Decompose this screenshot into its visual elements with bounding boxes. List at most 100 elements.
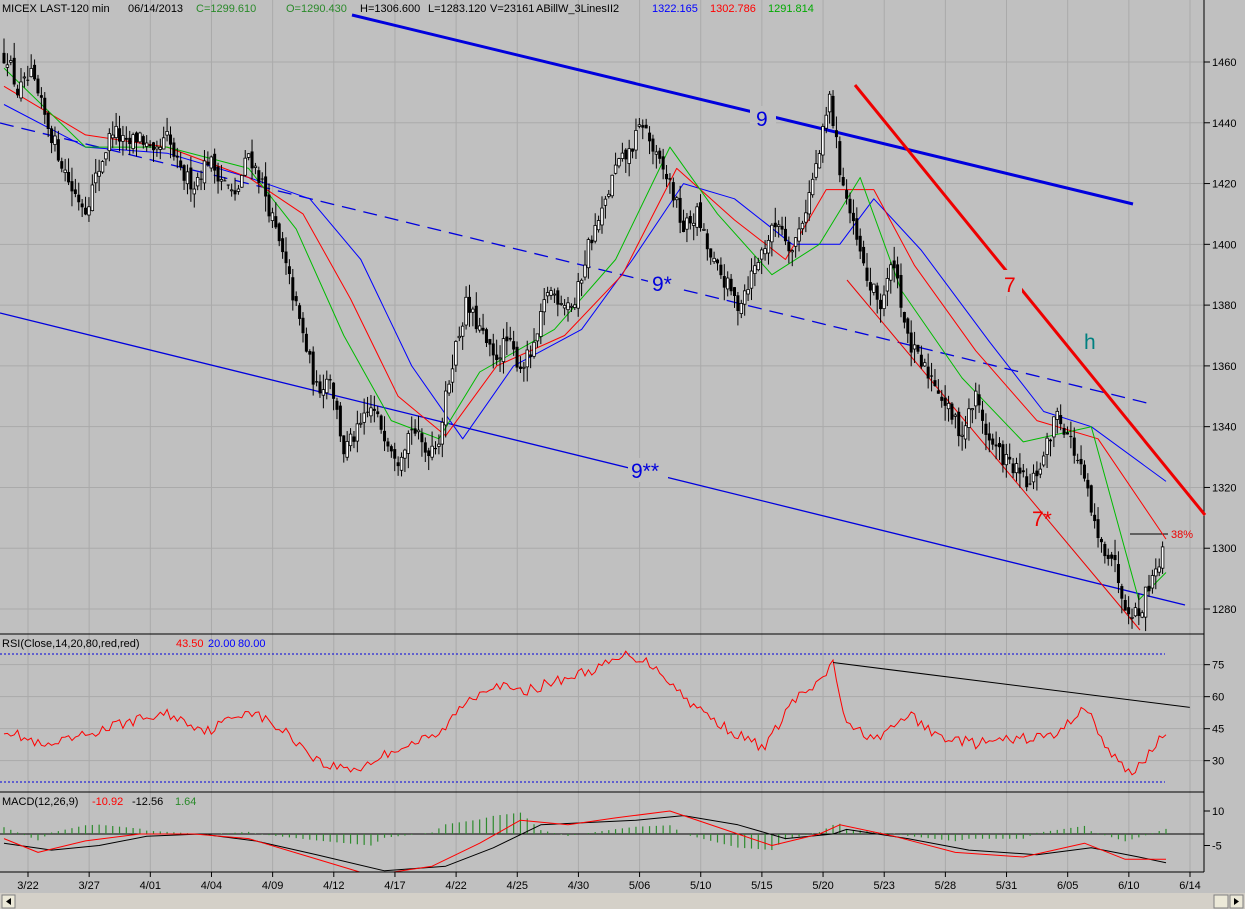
candle-body-down — [1065, 432, 1069, 435]
candle — [413, 419, 417, 437]
candle — [658, 147, 662, 164]
candle — [1127, 596, 1131, 625]
candle-body-down — [301, 317, 305, 334]
candle-body-up — [464, 296, 468, 326]
candle-body-up — [345, 441, 349, 458]
candle — [352, 431, 356, 449]
candle — [1086, 473, 1090, 497]
candle — [467, 284, 471, 327]
annotation-9: 9 — [756, 108, 768, 131]
nine-2star-label-bg — [628, 458, 668, 482]
candle — [559, 295, 563, 306]
candle — [824, 106, 828, 134]
candle — [16, 84, 20, 98]
candle-body-down — [420, 433, 424, 443]
candle-body-up — [29, 68, 33, 78]
candle-body-down — [60, 161, 64, 169]
candle — [967, 398, 971, 441]
candle-body-down — [512, 341, 516, 350]
candle — [281, 231, 285, 259]
candle-body-up — [87, 206, 91, 216]
candle-body-down — [984, 423, 988, 435]
nine-label-bg — [750, 106, 776, 130]
candle — [862, 240, 866, 266]
candle — [97, 159, 101, 192]
candle-body-down — [467, 296, 471, 313]
candle-body-up — [600, 207, 604, 226]
scroll-thumb[interactable] — [1213, 894, 1229, 909]
candle — [902, 311, 906, 329]
candle — [372, 395, 376, 423]
scrollbar-track[interactable] — [0, 893, 1245, 909]
candle — [1025, 468, 1029, 492]
candle — [420, 428, 424, 457]
candle — [753, 256, 757, 287]
candle-body-up — [454, 341, 458, 366]
candle — [810, 172, 815, 198]
candle — [389, 444, 393, 458]
candle-body-up — [749, 270, 754, 289]
candle — [851, 199, 855, 235]
candle-body-down — [287, 266, 291, 275]
candle-body-down — [250, 151, 254, 169]
candle-body-down — [1001, 444, 1005, 465]
candle-body-down — [434, 447, 438, 450]
candle — [80, 198, 84, 218]
candle-body-down — [943, 397, 947, 406]
candle — [943, 385, 947, 421]
candle-body-down — [304, 333, 308, 352]
candle-body-up — [827, 93, 832, 113]
candle-body-up — [202, 160, 207, 184]
header-close: C=1299.610 — [196, 3, 256, 15]
candle-body-up — [1052, 416, 1056, 438]
candle — [151, 141, 155, 162]
candle-body-down — [1110, 554, 1114, 559]
candle-body-up — [1038, 468, 1042, 475]
candle-body-up — [121, 135, 125, 142]
candle — [1065, 426, 1069, 435]
candle-body-down — [858, 235, 862, 252]
candle-body-down — [226, 184, 230, 186]
candle-body-up — [1055, 410, 1059, 420]
candle-body-up — [675, 197, 679, 201]
candle-body-down — [851, 212, 855, 222]
date-tick-label: 5/06 — [629, 880, 650, 892]
date-tick-label: 4/25 — [507, 880, 528, 892]
candle-body-down — [787, 241, 791, 252]
candle-body-down — [1018, 467, 1022, 474]
candle-body-down — [590, 239, 594, 244]
candle-body-down — [376, 411, 380, 415]
candle-body-down — [141, 136, 145, 145]
candle — [219, 164, 224, 191]
candle — [1062, 423, 1066, 438]
candle-body-up — [155, 146, 159, 150]
candle — [879, 293, 883, 323]
price-tick-label: 1320 — [1212, 482, 1236, 494]
candle-body-down — [1008, 456, 1012, 460]
candle — [60, 157, 64, 173]
candle-body-down — [845, 190, 849, 199]
candle — [525, 340, 529, 382]
candle — [749, 258, 754, 301]
candle — [776, 220, 781, 238]
candle — [236, 184, 241, 195]
candle-body-down — [705, 233, 709, 250]
scrollbar[interactable] — [0, 893, 1245, 909]
candle-body-down — [658, 150, 662, 159]
candle — [573, 297, 577, 310]
candle — [260, 172, 264, 184]
candle — [583, 250, 587, 281]
candle — [963, 415, 968, 449]
candle — [906, 317, 910, 343]
candle-body-down — [318, 381, 322, 394]
candle-body-down — [151, 142, 155, 151]
candle — [953, 412, 958, 429]
candle-body-down — [2, 52, 6, 64]
candle — [332, 382, 336, 411]
candle-body-down — [379, 415, 383, 430]
trendlines — [0, 13, 1207, 631]
candle — [529, 345, 533, 369]
candle — [1133, 602, 1138, 618]
annotation-h: h — [1084, 331, 1096, 354]
candle — [216, 162, 220, 194]
